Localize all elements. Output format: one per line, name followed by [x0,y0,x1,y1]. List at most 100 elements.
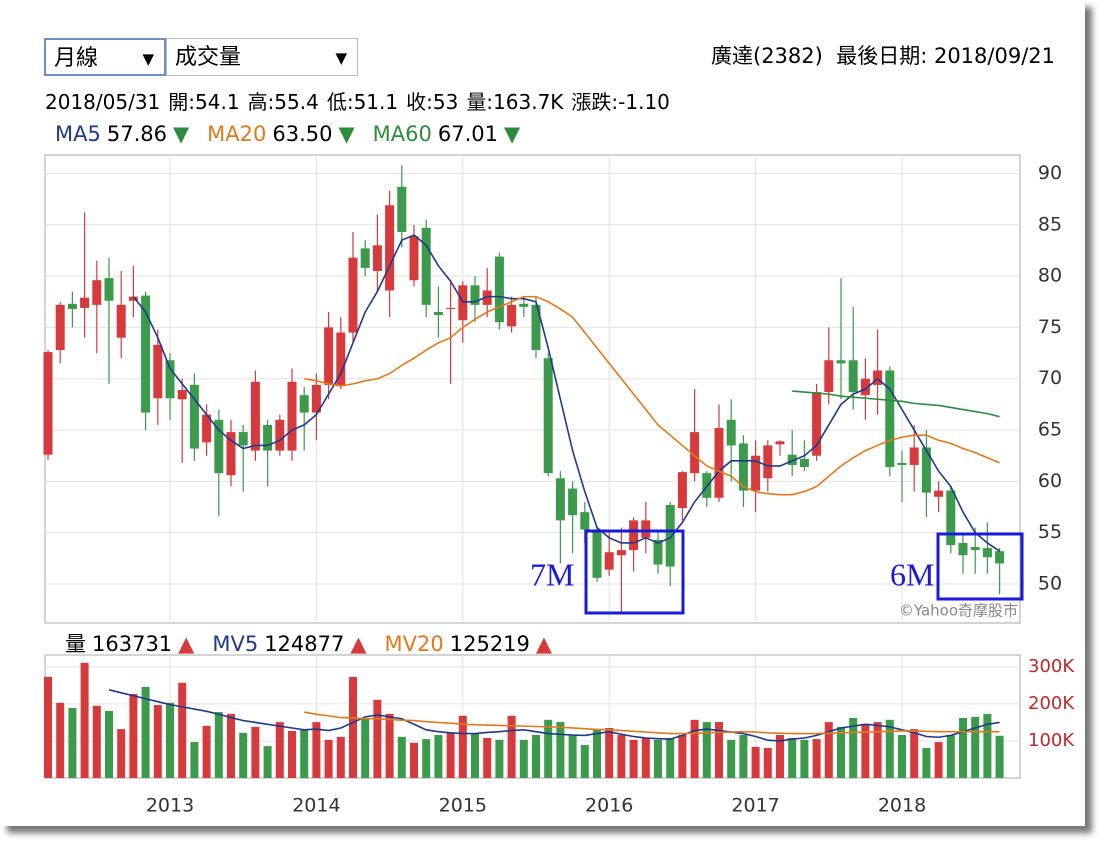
volume-bar [227,713,235,778]
candle-body [507,304,517,327]
candle-body [824,360,834,393]
candle-body [165,360,175,399]
candle-body [787,454,797,465]
candle-body [946,490,956,545]
candle-body [43,352,53,455]
volume-bar [629,739,638,778]
candle-body [934,490,944,497]
volume-bar [605,727,614,778]
volume-bar [593,729,601,778]
ma-line [132,234,1001,552]
info-item: 2018/05/31 [45,90,161,114]
candle-body [568,488,578,516]
volume-bar [898,735,906,778]
info-item: 量:163.7K [466,90,564,114]
candle-body [287,381,297,451]
volume-bar [983,713,992,778]
candle-body [336,332,346,385]
volume-bar [129,693,138,778]
volume-bar [568,735,577,778]
volume-bar [654,739,662,778]
volume-bar [373,699,382,778]
legend-value: 124877 [264,632,345,656]
candle-body [629,520,639,551]
volume-bar [446,732,455,778]
candle-body [421,227,431,305]
title: 廣達(2382) 最後日期: 2018/09/21 [711,40,1055,70]
candle-body [580,512,590,530]
ma-line [792,390,1000,418]
candle-body [67,303,77,309]
volume-bar [763,747,772,778]
x-tick-label: 2015 [439,795,487,817]
candle-body [470,285,480,305]
y-tick-label: 70 [1038,367,1062,389]
x-tick-label: 2018 [878,795,926,817]
annotation: 6M [890,556,934,592]
ma-legend: MA5 57.86 ▼ MA20 63.50 ▼ MA60 67.01 ▼ [55,122,538,146]
legend-value: 125219 [449,632,530,656]
candle-body [116,304,126,338]
last-date: 最後日期: 2018/09/21 [836,44,1055,68]
volume-bar [141,686,150,778]
volume-bar [166,702,174,778]
candle-body [897,462,907,465]
candle-body [189,384,199,449]
legend-name: MV5 [212,632,259,656]
dropdown-arrow: ▼ [335,49,347,67]
legend-name: MA60 [372,122,432,146]
candle-body [604,552,614,570]
volume-bar [776,735,784,778]
volume-bar [349,676,357,778]
candle-body [909,447,919,465]
candle-body [80,297,90,308]
volume-bar [678,735,687,778]
candle-body [921,447,931,493]
volume-bar [837,726,845,778]
volume-bar [739,735,748,778]
candle-body [677,472,687,509]
volume-bar [715,722,723,778]
y-tick-label: 200K [1028,693,1075,714]
candle-body [311,384,321,413]
candle-body [982,548,992,558]
candle-body [238,432,248,446]
candle-body [141,295,151,413]
candle-body [726,419,736,446]
volume-bar [324,739,333,778]
volume-bar [532,735,540,778]
volume-bar [471,733,479,778]
y-tick-label: 75 [1038,316,1062,338]
candle-body [812,392,822,456]
candle-body [885,370,895,467]
volume-bar [239,732,248,778]
info-item: 漲跌:-1.10 [571,90,670,114]
candle-body [970,547,980,551]
volume-bar [824,722,833,778]
legend-arrow: ▲ [350,632,367,656]
volume-bar [190,742,199,778]
candle-body [519,303,529,307]
y-tick-label: 55 [1038,521,1062,543]
indicator-select[interactable]: 成交量 ▼ [166,38,358,76]
stock-name: 廣達(2382) [711,44,823,68]
period-select[interactable]: 月線 ▼ [44,38,166,76]
volume-bar [812,739,821,778]
volume-bar [727,739,736,778]
volume-bar [885,719,894,778]
candle-body [690,432,700,474]
legend-arrow: ▼ [338,122,355,146]
volume-bar [873,722,882,778]
candle-body [250,381,260,451]
legend-arrow: ▼ [503,122,521,146]
legend-arrow: ▲ [535,632,553,656]
candle-body [775,441,785,445]
volume-bar [105,710,113,778]
candle-body [299,395,309,413]
legend-name: MV20 [384,632,444,656]
candle-body [836,360,846,364]
volume-bar [385,713,394,778]
volume-bar [971,716,980,778]
candle-body [153,344,163,399]
